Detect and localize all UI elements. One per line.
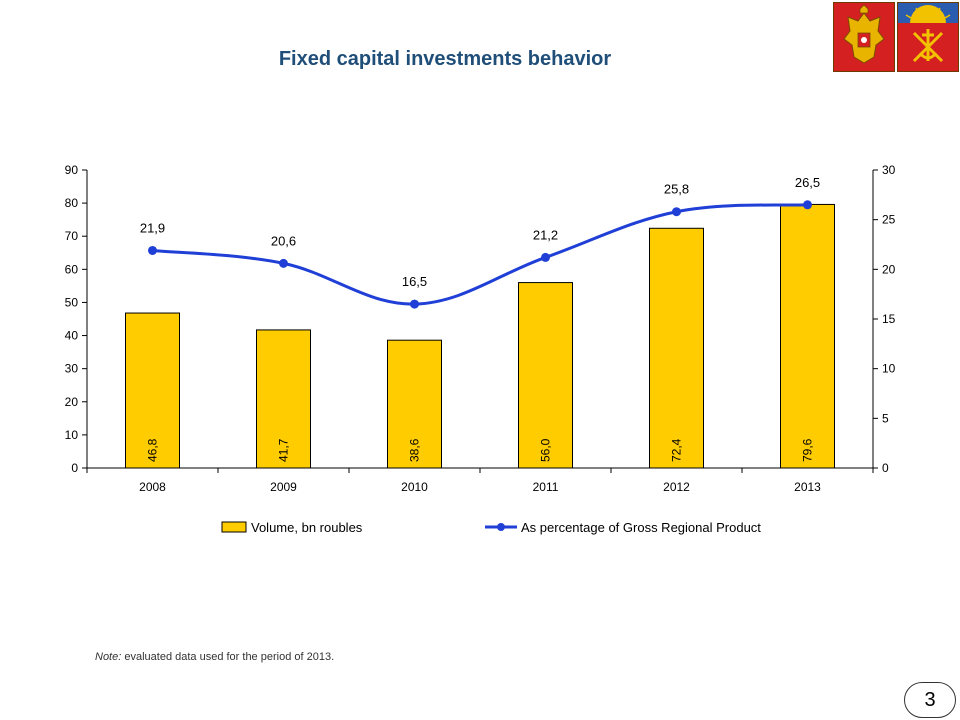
bar-value-label: 38,6	[408, 438, 422, 462]
bar-value-label: 79,6	[801, 438, 815, 462]
left-tick-label: 80	[65, 196, 79, 210]
left-tick-label: 90	[65, 163, 79, 177]
coats-of-arms	[833, 2, 959, 74]
x-tick-label: 2011	[533, 480, 559, 494]
page-number: 3	[904, 682, 956, 718]
line-value-label: 26,5	[795, 175, 820, 190]
line-value-label: 21,2	[533, 227, 558, 242]
left-tick-label: 60	[65, 262, 79, 276]
line-series: 21,9 20,6 16,5 21,2 25,8 26,5	[140, 175, 820, 309]
bar-2010	[387, 339, 442, 469]
left-tick-label: 10	[65, 428, 79, 442]
right-tick-label: 15	[882, 312, 896, 326]
bar-2013	[780, 203, 835, 469]
legend-label-bar: Volume, bn roubles	[251, 520, 363, 535]
x-tick-label: 2008	[139, 480, 166, 494]
bar-value-label: 56,0	[539, 438, 553, 462]
line-point-2013	[803, 200, 812, 210]
right-tick-label: 25	[882, 213, 896, 227]
left-tick-label: 20	[65, 395, 79, 409]
x-axis: 2008 2009 2010 2011 2012 2013	[86, 467, 874, 494]
x-tick-label: 2010	[401, 480, 428, 494]
x-tick-label: 2013	[794, 480, 821, 494]
right-y-axis: 0 5 10 15 20 25 30	[872, 163, 896, 475]
footnote: Note: evaluated data used for the period…	[95, 651, 334, 663]
page-title: Fixed capital investments behavior	[278, 48, 612, 70]
line-point-2009	[279, 258, 288, 268]
legend-swatch-bar	[221, 521, 247, 533]
line-value-label: 25,8	[664, 182, 689, 197]
legend-label-line: As percentage of Gross Regional Product	[521, 520, 761, 535]
x-tick-label: 2009	[270, 480, 297, 494]
left-y-axis: 0 10 20 30 40 50 60 70 80 90	[65, 163, 88, 475]
note-text: evaluated data used for the period of 20…	[121, 651, 335, 663]
bar-2011	[518, 282, 573, 469]
left-tick-label: 40	[65, 329, 79, 343]
right-tick-label: 0	[882, 461, 889, 475]
line-point-2012	[672, 207, 681, 217]
right-tick-label: 10	[882, 362, 896, 376]
left-tick-label: 30	[65, 362, 79, 376]
line-value-label: 16,5	[402, 274, 427, 289]
legend-swatch-marker	[497, 523, 505, 531]
left-tick-label: 0	[71, 461, 78, 475]
bar-series: 46,8 41,7 38,6 56,0 72,4 79,6	[125, 203, 835, 469]
bar-2008	[125, 312, 180, 469]
bar-2009	[256, 329, 311, 469]
line-path	[152, 203, 808, 306]
right-tick-label: 30	[882, 163, 896, 177]
line-value-label: 21,9	[140, 220, 165, 235]
legend: Volume, bn roubles As percentage of Gross…	[221, 520, 761, 535]
line-value-label: 20,6	[271, 233, 296, 248]
x-tick-label: 2012	[663, 480, 690, 494]
note-label: Note:	[95, 651, 122, 663]
right-tick-label: 5	[882, 411, 889, 425]
left-tick-label: 70	[65, 229, 79, 243]
right-tick-label: 20	[882, 262, 896, 276]
region-coat-of-arms-icon	[897, 2, 959, 72]
bar-value-label: 41,7	[277, 438, 291, 462]
line-point-2011	[541, 252, 550, 262]
bar-value-label: 72,4	[670, 438, 684, 462]
line-point-2010	[410, 299, 419, 309]
left-tick-label: 50	[65, 295, 79, 309]
bar-2012	[649, 227, 704, 469]
russian-coat-of-arms-icon	[833, 2, 895, 72]
line-point-2008	[148, 245, 157, 255]
bar-value-label: 46,8	[146, 438, 160, 462]
